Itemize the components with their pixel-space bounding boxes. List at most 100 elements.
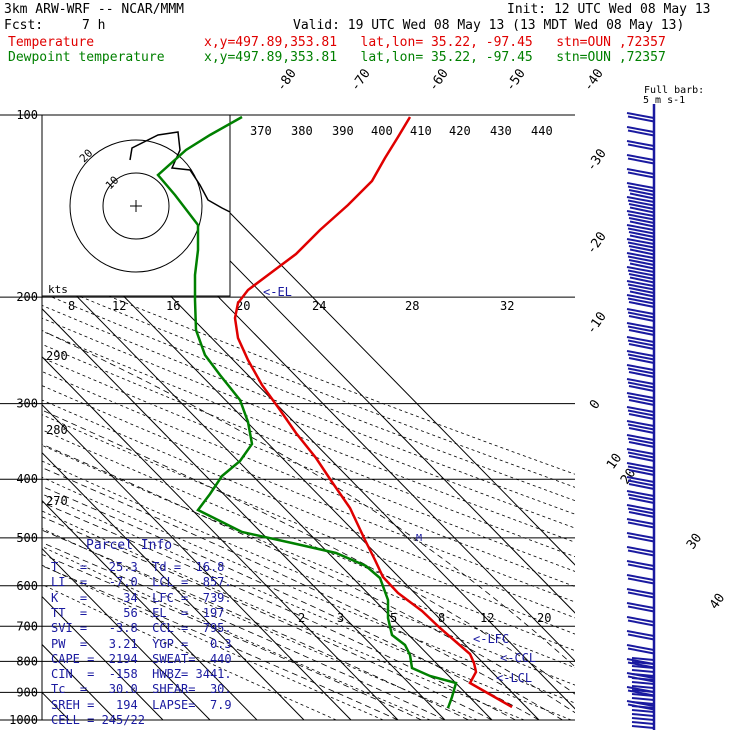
dry-adiabat xyxy=(42,460,575,686)
isotherm xyxy=(133,115,575,566)
dry-adiabat xyxy=(42,528,478,720)
sounding-curves: <-EL <-LFC <-CCL <-LCL M xyxy=(156,115,536,709)
pressure-label-1000: 1000 xyxy=(9,713,38,727)
wind-barb xyxy=(626,434,655,441)
wind-barb-low xyxy=(631,721,655,725)
pressure-label-500: 500 xyxy=(16,531,38,545)
wind-barb xyxy=(627,521,655,529)
isotherm-label: 30 xyxy=(684,531,705,552)
hodograph-kts-label: kts xyxy=(48,283,68,296)
dry-adiabat xyxy=(42,280,575,488)
wind-barb xyxy=(627,619,655,627)
wind-barb xyxy=(627,577,655,585)
dewpoint-legend-label: Dewpoint temperature xyxy=(8,50,165,65)
theta-label: 440 xyxy=(531,124,553,138)
wind-barb xyxy=(627,129,655,137)
hodograph-trace xyxy=(129,131,231,213)
mixing-ratio-label: 8 xyxy=(438,611,445,625)
wind-barb xyxy=(626,378,655,385)
parcel-info-row: CIN = -158 HWBZ= 3441. xyxy=(51,667,232,682)
wind-barb xyxy=(627,311,655,319)
parcel-marker: <-EL xyxy=(263,285,292,299)
dry-adiabat xyxy=(42,444,575,669)
wind-barb xyxy=(627,381,655,389)
wind-barb xyxy=(627,283,655,291)
wspeed-label: 32 xyxy=(500,299,514,313)
wind-barb xyxy=(626,532,655,539)
wind-barb xyxy=(627,507,655,515)
wind-barb xyxy=(628,483,655,490)
dry-adiabat xyxy=(42,343,575,558)
isotherm-label: -10 xyxy=(584,309,610,337)
wind-barb xyxy=(626,252,655,259)
wind-barb xyxy=(628,413,655,420)
theta-label: 280 xyxy=(46,423,68,437)
wind-barb xyxy=(628,329,655,336)
dewpoint-legend-info: x,y=497.89,353.81 lat,lon= 35.22, -97.45… xyxy=(204,50,666,65)
wind-barb xyxy=(628,231,655,238)
wind-barb xyxy=(626,364,655,371)
wind-barb xyxy=(627,297,655,305)
wind-barb xyxy=(627,535,655,543)
theta-label: 290 xyxy=(46,349,68,363)
wind-barb xyxy=(626,266,655,273)
pressure-label-100: 100 xyxy=(16,108,38,122)
isotherm-label: 0 xyxy=(587,397,604,412)
dry-adiabat xyxy=(42,583,337,720)
wind-barb xyxy=(627,213,655,221)
parcel-marker: <-LCL xyxy=(496,671,532,685)
moist-adiabat xyxy=(42,553,422,720)
wspeed-label: 16 xyxy=(166,299,180,313)
wind-barb xyxy=(629,248,655,256)
wind-barb xyxy=(627,143,655,151)
wind-barb xyxy=(626,140,655,147)
wind-barb xyxy=(627,115,655,123)
wind-barb-low xyxy=(631,701,655,705)
wind-barb xyxy=(629,276,655,284)
wind-barb xyxy=(627,493,655,501)
wind-barb xyxy=(627,437,655,445)
wind-barb xyxy=(627,451,655,459)
wind-barb xyxy=(629,290,655,298)
wind-barb xyxy=(626,196,655,203)
dry-adiabat xyxy=(42,476,575,704)
mixing-ratio-label: 12 xyxy=(480,611,494,625)
wind-barb xyxy=(626,602,655,609)
wind-barb xyxy=(628,497,655,504)
wind-barb xyxy=(627,157,655,165)
wind-barb xyxy=(629,234,655,242)
wind-barb xyxy=(626,574,655,581)
wind-barb-low xyxy=(631,661,655,665)
isotherm-label: -20 xyxy=(584,229,610,257)
wind-barb xyxy=(629,262,655,270)
theta-label: 370 xyxy=(250,124,272,138)
parcel-info-row: CAPE = 2194 SWEAT= 440 xyxy=(51,651,232,666)
isotherm xyxy=(42,547,211,720)
wind-barb-low xyxy=(631,681,655,685)
wind-barb xyxy=(626,154,655,161)
wind-barb xyxy=(628,371,655,378)
moist-adiabat xyxy=(42,529,469,720)
wind-barb xyxy=(626,406,655,413)
forecast-hour: 7 h xyxy=(82,18,106,33)
hodograph-ring-inner xyxy=(102,172,170,240)
theta-label: 380 xyxy=(291,124,313,138)
isotherm xyxy=(42,356,399,720)
theta-label: 400 xyxy=(371,124,393,138)
wind-barb xyxy=(627,591,655,599)
wind-barb xyxy=(626,280,655,287)
mixing-ratio-label: 5 xyxy=(390,611,397,625)
wind-barb-low xyxy=(631,717,655,721)
moist-adiabat xyxy=(42,467,563,720)
wind-barb xyxy=(627,549,655,557)
wind-barb xyxy=(628,245,655,252)
wind-barb xyxy=(626,448,655,455)
wind-barb-low xyxy=(631,709,655,713)
theta-label: 410 xyxy=(410,124,432,138)
wind-barb xyxy=(628,343,655,350)
wind-barbs xyxy=(626,104,656,730)
wind-barb-low xyxy=(631,677,655,681)
pressure-label-600: 600 xyxy=(16,579,38,593)
isotherm-label: -30 xyxy=(584,146,610,174)
wind-barb xyxy=(627,409,655,417)
